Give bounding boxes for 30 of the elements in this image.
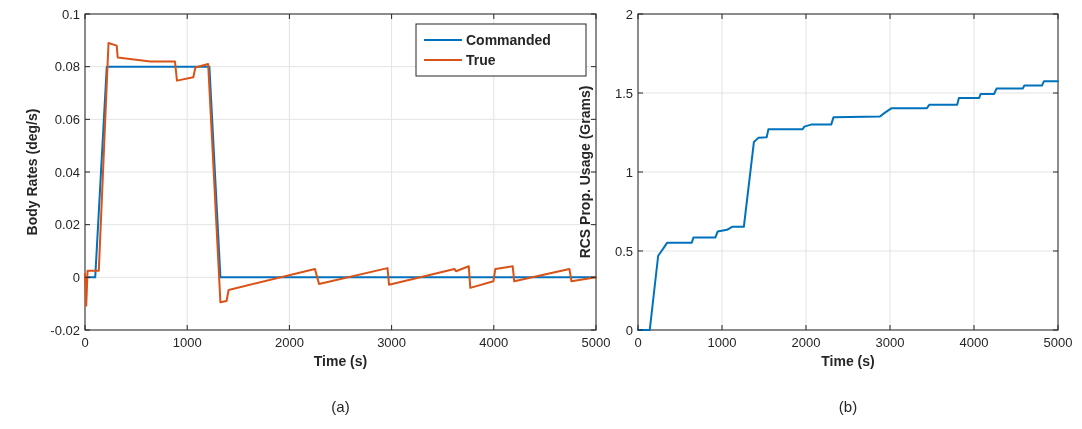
x-axis-title: Time (s) [313, 353, 368, 369]
y-tick-label: 1.5 [614, 85, 633, 101]
text: (b) [838, 398, 858, 415]
x-tick-label: 5000 [581, 335, 611, 350]
y-axis-title: RCS Prop. Usage (Grams) [577, 85, 593, 259]
x-tick-label: 4000 [479, 335, 509, 350]
x-tick-label: 2000 [791, 335, 821, 350]
x-tick-label: 1000 [707, 335, 737, 350]
text: (a) [331, 398, 350, 415]
x-tick-label: 2000 [274, 335, 304, 350]
y-tick-label: -0.02 [50, 322, 80, 338]
y-tick-label: 0.1 [61, 6, 80, 22]
y-tick-label: 0 [72, 269, 80, 285]
y-tick-label: 0.08 [54, 59, 80, 75]
y-tick-label: 0.06 [54, 111, 80, 127]
x-tick-label: 3000 [377, 335, 407, 350]
y-axis-title: Body Rates (deg/s) [24, 108, 40, 236]
y-tick-label: 1 [625, 164, 633, 180]
y-tick-label: 0 [625, 322, 633, 338]
legend-label: Commanded [466, 31, 551, 48]
x-tick-label: 1000 [172, 335, 202, 350]
x-tick-label: 4000 [959, 335, 989, 350]
x-tick-label: 3000 [875, 335, 905, 350]
x-axis-title: Time (s) [821, 353, 875, 369]
y-tick-label: 0.04 [54, 164, 80, 180]
y-tick-label: 2 [625, 6, 633, 22]
legend-label: True [466, 51, 496, 68]
y-tick-label: 0.02 [54, 217, 80, 233]
y-tick-label: 0.5 [614, 243, 633, 259]
x-tick-label: 5000 [1043, 335, 1073, 350]
